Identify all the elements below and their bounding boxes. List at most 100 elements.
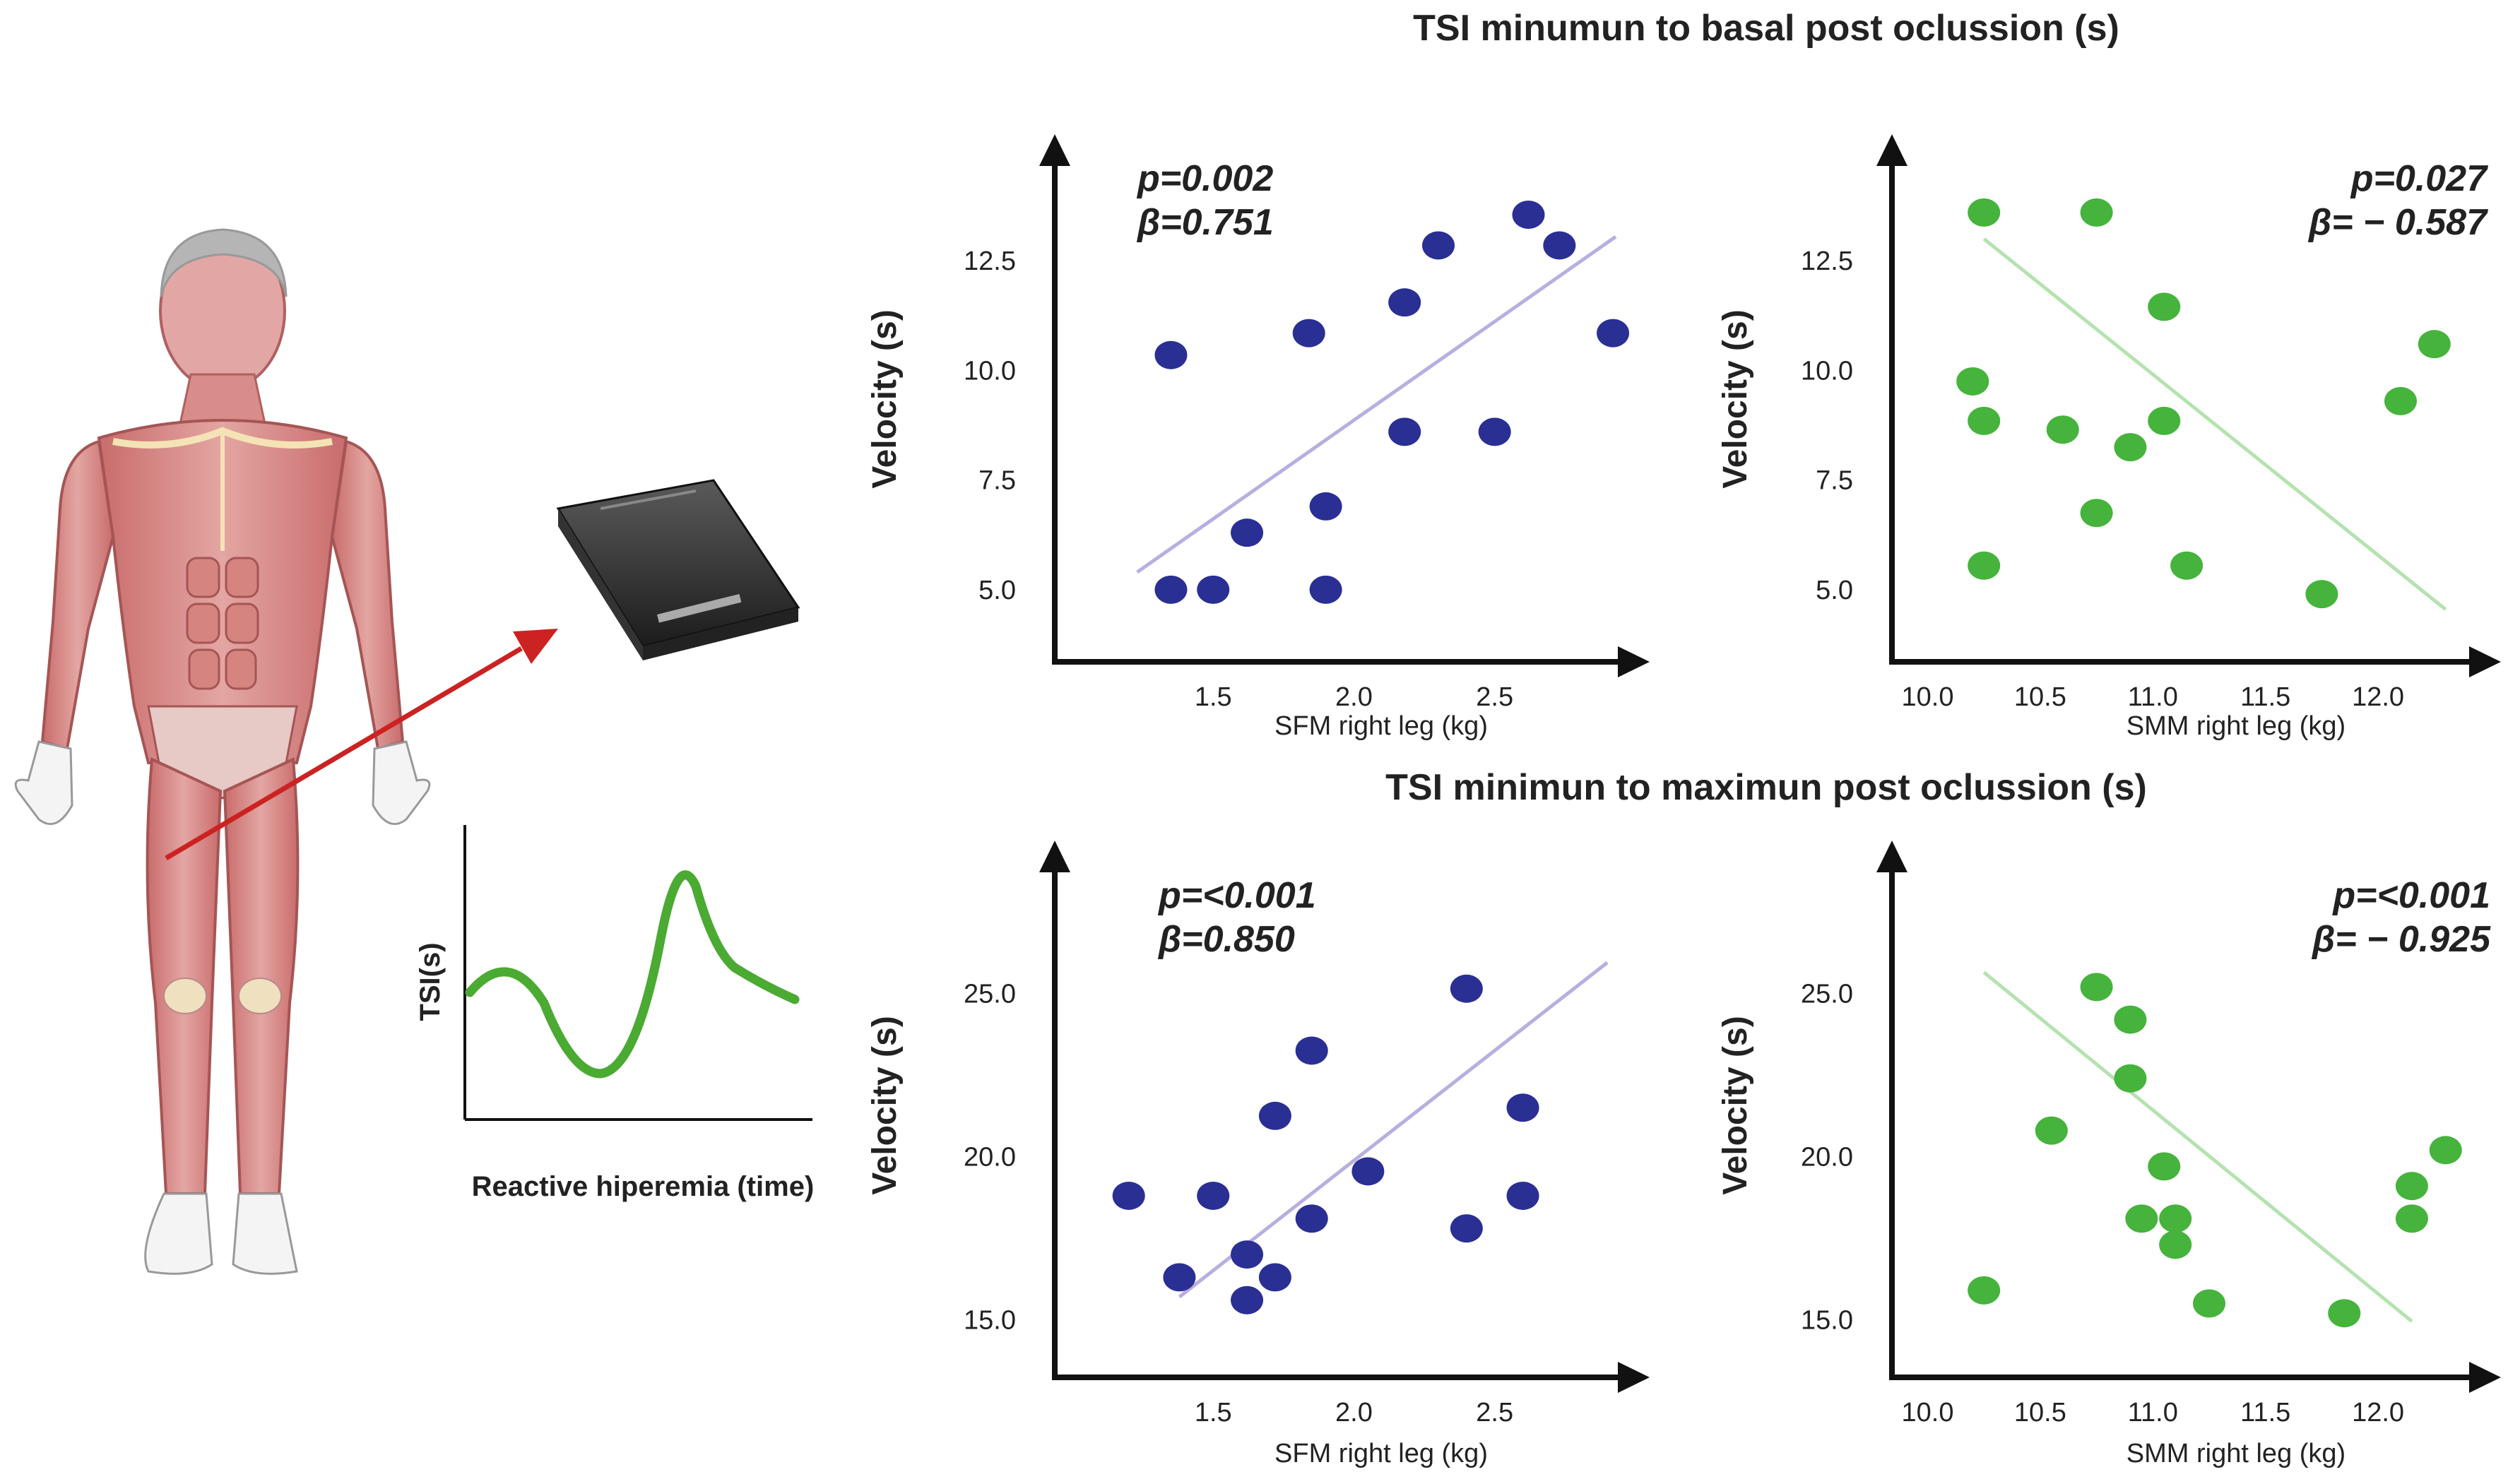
data-point (1258, 1101, 1291, 1130)
torso-shape (97, 419, 348, 764)
human-muscle-anatomy-figure (14, 228, 431, 1275)
right-foot-shape (232, 1192, 298, 1275)
x-tick-label: 2.5 (1476, 682, 1513, 712)
left-foot-shape (144, 1192, 213, 1275)
tsi-curve-line (465, 870, 800, 1079)
x-tick-label: 11.0 (2128, 1398, 2178, 1427)
data-point (2159, 1230, 2192, 1259)
data-point (1231, 1286, 1264, 1314)
y-tick-label: 15.0 (1801, 1305, 1853, 1335)
x-tick-label: 11.0 (2128, 682, 2178, 712)
x-tick-label: 2.0 (1335, 682, 1373, 712)
y-tick-label: 12.5 (1801, 247, 1853, 276)
left-leg-shape (146, 756, 223, 1195)
y-tick-label: 25.0 (1801, 980, 1853, 1009)
data-point (2395, 1172, 2428, 1201)
data-point (1968, 198, 2001, 227)
p-value-label: p=0.002 (1136, 158, 1273, 199)
clavicle-lines (112, 427, 333, 449)
beta-value-label: β=0.751 (1136, 202, 1274, 243)
right-hand-shape (372, 740, 431, 826)
x-axis-arrowhead (2469, 1362, 2501, 1393)
y-tick-label: 5.0 (978, 576, 1016, 605)
bottom-section-title: TSI minimun to maximun post oclussion (s… (1385, 767, 2147, 808)
data-point (2035, 1116, 2068, 1145)
y-tick-label: 20.0 (1801, 1143, 1853, 1173)
x-tick-label: 11.5 (2240, 682, 2290, 712)
y-axis-arrowhead (1876, 841, 1907, 872)
beta-value-label: β=0.850 (1157, 919, 1295, 960)
chart-top-right: 10.0 10.5 11.0 11.5 12.0 5.0 7.5 10.0 12.5 SMM ri… (1717, 134, 2501, 741)
data-point (1450, 1214, 1483, 1243)
regression-line (1982, 237, 2447, 611)
data-point (1197, 1181, 1230, 1210)
data-point (1968, 406, 2001, 435)
nirs-monitor-device (556, 479, 800, 660)
data-point (2328, 1299, 2361, 1328)
data-point (2080, 499, 2113, 528)
data-point (2148, 406, 2181, 435)
x-tick-label: 1.5 (1195, 1398, 1232, 1427)
x-axis-arrowhead (1618, 1362, 1650, 1393)
chart-bottom-left: 1.5 2.0 2.5 15.0 20.0 25.0 SFM right leg (kg) V… (866, 841, 1650, 1468)
data-point (1422, 231, 1455, 260)
data-point (1292, 319, 1325, 348)
abdominal-muscles (186, 557, 259, 690)
y-axis-label: Velocity (s) (866, 309, 904, 488)
left-arm-shape (40, 439, 115, 751)
y-tick-label: 12.5 (964, 247, 1016, 276)
y-tick-label: 25.0 (964, 980, 1016, 1009)
data-point (1163, 1263, 1196, 1292)
regression-line (1136, 235, 1617, 574)
x-tick-label: 12.0 (2352, 1398, 2404, 1427)
y-axis-arrowhead (1039, 841, 1070, 872)
data-point (2159, 1204, 2192, 1233)
sensor-arrow (165, 629, 558, 861)
scatter-charts: 1.5 2.0 2.5 5.0 7.5 10.0 12.5 SFM right leg (kg… (866, 134, 2501, 1468)
data-point (1309, 492, 1342, 521)
data-point (2080, 198, 2113, 227)
y-tick-label: 20.0 (964, 1143, 1016, 1173)
p-value-label: p=<0.001 (1157, 875, 1316, 916)
data-point (2193, 1289, 2226, 1318)
data-point (2046, 415, 2079, 444)
left-hand-shape (14, 740, 73, 826)
data-point (1112, 1181, 1145, 1210)
x-axis-arrowhead (1618, 646, 1650, 677)
y-tick-label: 10.0 (1801, 356, 1853, 386)
data-point (2148, 1152, 2181, 1181)
data-point (1197, 575, 1230, 604)
right-leg-shape (223, 756, 300, 1195)
x-tick-label: 10.5 (2014, 682, 2066, 712)
p-value-label: p=0.027 (2350, 158, 2488, 199)
data-point (1597, 319, 1630, 348)
x-axis-label: SMM right leg (kg) (2126, 1439, 2346, 1468)
x-tick-label: 12.0 (2352, 682, 2404, 712)
y-axis-arrowhead (1039, 134, 1070, 166)
data-point (1388, 288, 1421, 317)
y-axis-arrowhead (1876, 134, 1907, 166)
data-point (1506, 1093, 1539, 1122)
hair-shape (160, 228, 288, 297)
x-axis-arrowhead (2469, 646, 2501, 677)
x-tick-label: 1.5 (1195, 682, 1232, 712)
y-tick-label: 10.0 (964, 356, 1016, 386)
data-point (1512, 200, 1545, 229)
data-point (1231, 518, 1264, 547)
x-axis-label: SFM right leg (kg) (1274, 711, 1488, 741)
inset-ylabel: TSI(s) (415, 942, 446, 1021)
data-point (1258, 1263, 1291, 1292)
data-point (2418, 330, 2451, 359)
data-point (1295, 1204, 1328, 1233)
x-tick-label: 10.0 (1902, 1398, 1954, 1427)
p-value-label: p=<0.001 (2331, 875, 2490, 916)
y-axis-label: Velocity (s) (1717, 1016, 1754, 1194)
data-point (2305, 580, 2338, 609)
inset-xlabel: Reactive hiperemia (time) (472, 1171, 815, 1202)
right-knee (238, 978, 282, 1014)
data-point (1543, 231, 1576, 260)
chart-top-left: 1.5 2.0 2.5 5.0 7.5 10.0 12.5 SFM right leg (kg… (866, 134, 1650, 741)
x-tick-label: 11.5 (2240, 1398, 2290, 1427)
data-point (2080, 973, 2113, 1002)
data-point (1351, 1157, 1385, 1186)
